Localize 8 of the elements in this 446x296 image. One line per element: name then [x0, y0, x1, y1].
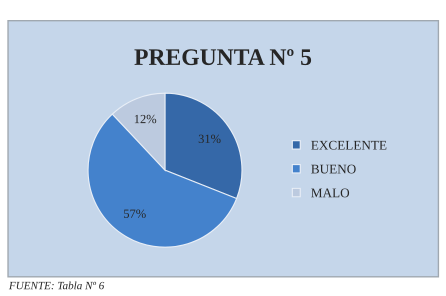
data-label: 12% [134, 114, 156, 124]
chart-title: PREGUNTA Nº 5 [134, 49, 312, 66]
legend-label: MALO [311, 188, 350, 198]
legend-label: EXCELENTE [311, 140, 386, 150]
legend-label: BUENO [311, 164, 356, 174]
source-note: FUENTE: Tabla Nº 6 [8, 281, 104, 290]
data-label: 31% [198, 134, 221, 144]
data-label: 57% [124, 209, 146, 218]
